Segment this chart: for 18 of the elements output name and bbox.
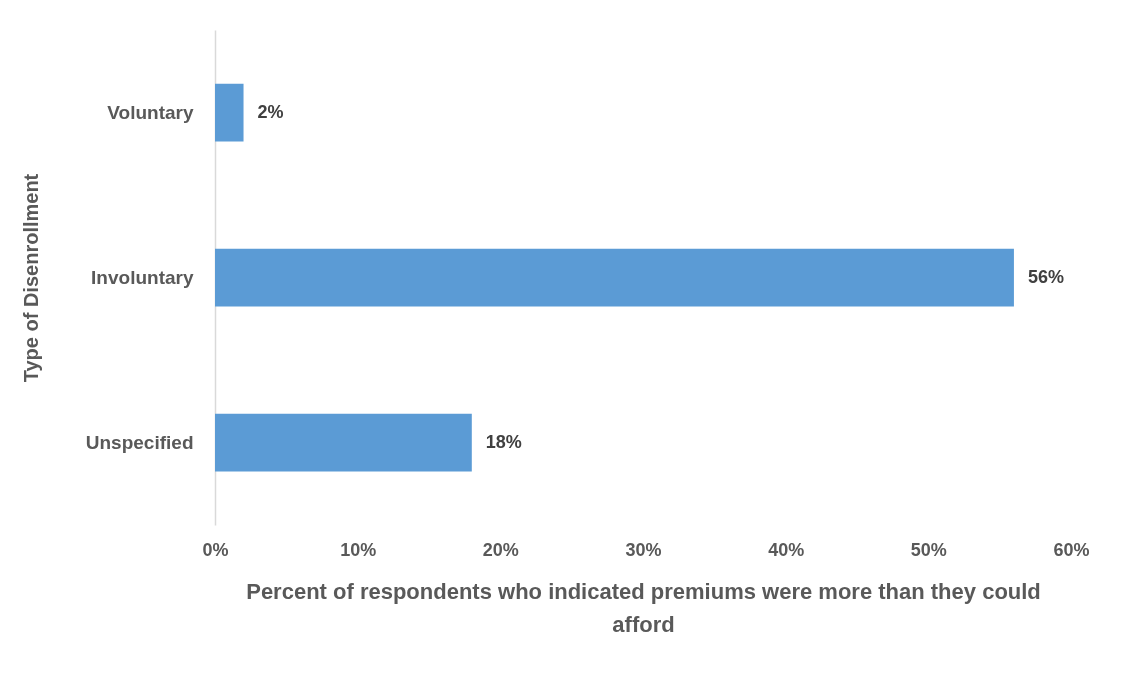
data-label: 56% — [1027, 266, 1064, 287]
x-tick-label: 0% — [202, 539, 229, 560]
data-label: 2% — [257, 101, 284, 122]
x-tick-label: 30% — [625, 539, 662, 560]
bar — [215, 413, 472, 472]
x-axis-title: Percent of respondents who indicated premiums were more than they could afford — [246, 578, 1041, 637]
x-tick-label: 50% — [910, 539, 947, 560]
data-label: 18% — [485, 431, 522, 452]
x-tick-label: 40% — [768, 539, 805, 560]
x-tick-label: 20% — [482, 539, 519, 560]
x-tick-label: 60% — [1053, 539, 1090, 560]
bar — [215, 248, 1014, 307]
x-tick-label: 10% — [340, 539, 377, 560]
bar — [215, 83, 244, 142]
y-tick-label: Involuntary — [91, 266, 194, 288]
y-tick-label: Unspecified — [85, 431, 194, 453]
y-axis-title: Type of Disenrollment — [19, 173, 42, 383]
y-tick-label: Voluntary — [107, 101, 194, 123]
